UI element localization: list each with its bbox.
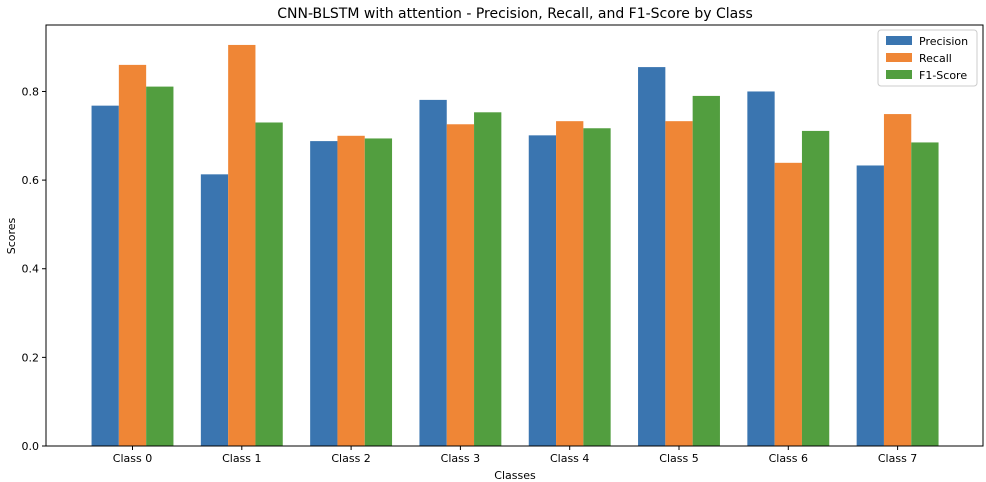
bar-f1-score-class-2 <box>364 138 393 446</box>
bar-f1-score-class-6 <box>801 130 830 446</box>
bar-f1-score-class-0 <box>146 86 174 446</box>
bar-f1-score-class-5 <box>692 95 720 446</box>
bar-precision-class-3 <box>419 99 447 446</box>
bars-group <box>91 44 939 447</box>
bar-precision-class-7 <box>856 165 884 447</box>
y-axis-label: Scores <box>5 217 18 254</box>
bar-precision-class-6 <box>747 91 775 446</box>
y-tick-label: 0.2 <box>22 351 40 364</box>
bar-f1-score-class-7 <box>911 142 939 446</box>
y-tick-label: 0.6 <box>22 174 40 187</box>
legend-label: Recall <box>919 52 952 65</box>
bar-recall-class-5 <box>665 121 693 447</box>
y-tick-label: 0.4 <box>22 263 40 276</box>
bar-precision-class-1 <box>200 174 229 446</box>
x-axis-label: Classes <box>494 469 536 482</box>
bar-recall-class-1 <box>228 44 256 446</box>
y-tick-label: 0.8 <box>22 85 40 98</box>
legend-label: F1-Score <box>919 69 967 82</box>
bar-recall-class-6 <box>774 162 802 446</box>
y-tick-label: 0.0 <box>22 440 40 453</box>
bar-precision-class-5 <box>638 67 666 446</box>
plot-area-frame <box>45 24 984 447</box>
x-tick-label: Class 1 <box>222 452 261 465</box>
bar-recall-class-2 <box>337 135 365 447</box>
bar-f1-score-class-1 <box>255 122 283 447</box>
bar-precision-class-0 <box>91 105 119 447</box>
x-tick-label: Class 0 <box>113 452 152 465</box>
chart-title: CNN-BLSTM with attention - Precision, Re… <box>277 6 753 22</box>
bar-recall-class-7 <box>883 114 912 446</box>
bar-precision-class-4 <box>528 135 557 446</box>
x-tick-label: Class 3 <box>441 452 480 465</box>
legend-swatch <box>886 53 912 62</box>
bar-recall-class-4 <box>556 121 584 447</box>
legend-swatch <box>886 36 912 45</box>
legend-swatch <box>886 70 912 79</box>
bar-f1-score-class-4 <box>583 128 611 446</box>
x-tick-label: Class 6 <box>769 452 808 465</box>
x-tick-label: Class 5 <box>659 452 698 465</box>
x-tick-label: Class 2 <box>331 452 370 465</box>
y-axis-ticks: 0.0 0.2 0.4 0.6 0.8 <box>22 85 46 453</box>
bar-recall-class-3 <box>446 124 475 447</box>
x-tick-label: Class 7 <box>878 452 917 465</box>
x-axis-ticks: Class 0 Class 1 Class 2 Class 3 Class 4 Class… <box>113 446 917 465</box>
legend-label: Precision <box>919 35 968 48</box>
bar-recall-class-0 <box>118 64 147 446</box>
x-tick-label: Class 4 <box>550 452 589 465</box>
bar-precision-class-2 <box>310 141 338 447</box>
legend: Precision Recall F1-Score <box>877 29 978 87</box>
bar-f1-score-class-3 <box>474 112 502 447</box>
